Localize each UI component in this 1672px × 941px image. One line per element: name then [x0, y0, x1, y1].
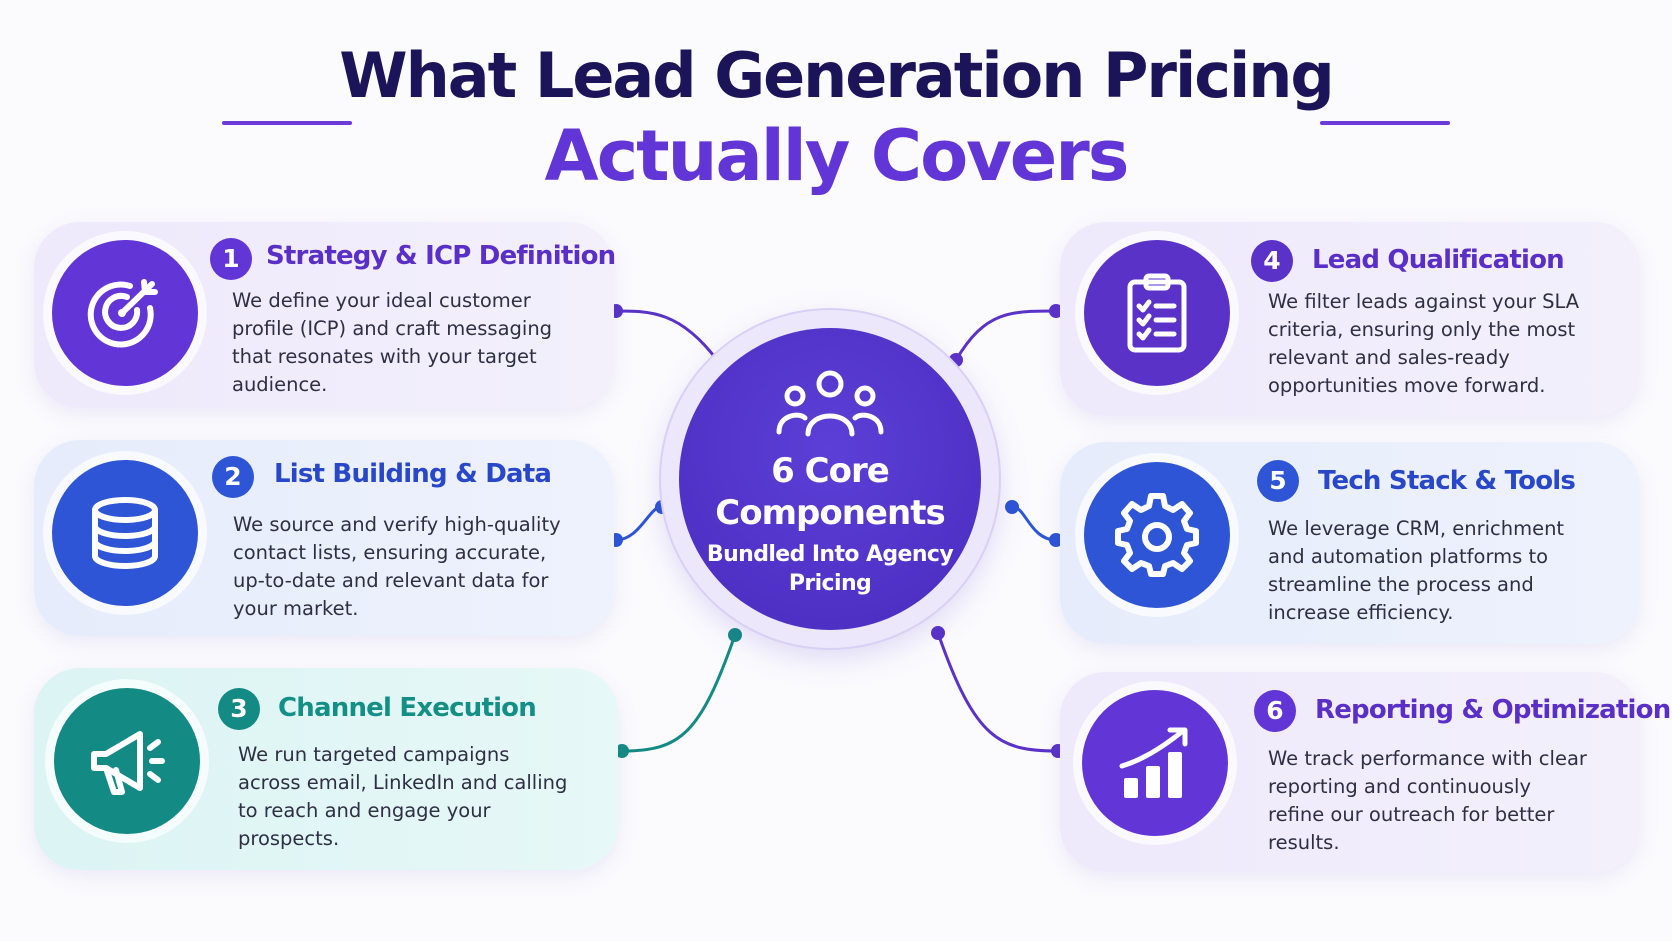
page-title: What Lead Generation Pricing Actually Co… [0, 36, 1672, 198]
connector-5 [1011, 505, 1057, 542]
component-icon-circle-6 [1082, 690, 1228, 836]
connector-6 [936, 632, 1059, 753]
component-icon-circle-5 [1084, 462, 1230, 608]
component-number-badge-4: 4 [1251, 240, 1293, 282]
connector-6-dot-end [931, 626, 945, 640]
component-number-badge-6: 6 [1254, 690, 1296, 732]
component-icon-circle-2 [52, 460, 198, 606]
component-description-2: We source and verify high-quality contac… [233, 513, 561, 620]
component-number-badge-2: 2 [212, 456, 254, 498]
component-number-badge-1: 1 [210, 238, 252, 280]
center-hub: 6 Core Components Bundled Into Agency Pr… [679, 328, 981, 630]
component-description-3: We run targeted campaigns across email, … [238, 743, 568, 850]
connector-3 [621, 634, 737, 753]
megaphone-icon [91, 731, 165, 795]
growth-chart-icon [1119, 727, 1188, 798]
component-description-1: We define your ideal customer profile (I… [232, 289, 553, 396]
component-title-1: Strategy & ICP Definition [266, 241, 616, 271]
connector-2 [615, 505, 663, 542]
component-icon-circle-4 [1084, 240, 1230, 386]
component-description-4: We filter leads against your SLA criteri… [1268, 290, 1580, 397]
component-title-5: Tech Stack & Tools [1318, 466, 1576, 496]
component-description-6: We track performance with clear reportin… [1268, 747, 1587, 854]
title-decoration-right [1320, 121, 1450, 125]
component-icon-circle-3 [54, 688, 200, 834]
title-decoration-left [222, 121, 352, 125]
connector-5-dot-end [1005, 500, 1019, 514]
hub-subtitle: Bundled Into Agency Pricing [706, 542, 954, 596]
component-number-badge-5: 5 [1257, 460, 1299, 502]
database-icon [92, 497, 158, 569]
title-line-1: What Lead Generation Pricing [339, 39, 1335, 112]
component-number-badge-3: 3 [218, 688, 260, 730]
component-title-6: Reporting & Optimization [1315, 695, 1671, 725]
target-arrow-icon [87, 279, 158, 348]
gear-icon [1115, 493, 1199, 577]
connector-3-dot-end [728, 628, 742, 642]
component-title-4: Lead Qualification [1312, 245, 1565, 275]
connector-1 [615, 309, 719, 361]
component-icon-circle-1 [52, 240, 198, 386]
connector-4 [954, 309, 1057, 361]
component-title-3: Channel Execution [278, 693, 537, 723]
hub-title: 6 Core Components [715, 451, 945, 533]
clipboard-checklist-icon [1127, 273, 1187, 353]
component-title-2: List Building & Data [274, 459, 552, 489]
title-line-2: Actually Covers [544, 115, 1130, 197]
component-description-5: We leverage CRM, enrichment and automati… [1268, 517, 1565, 624]
users-group-icon [776, 370, 884, 437]
